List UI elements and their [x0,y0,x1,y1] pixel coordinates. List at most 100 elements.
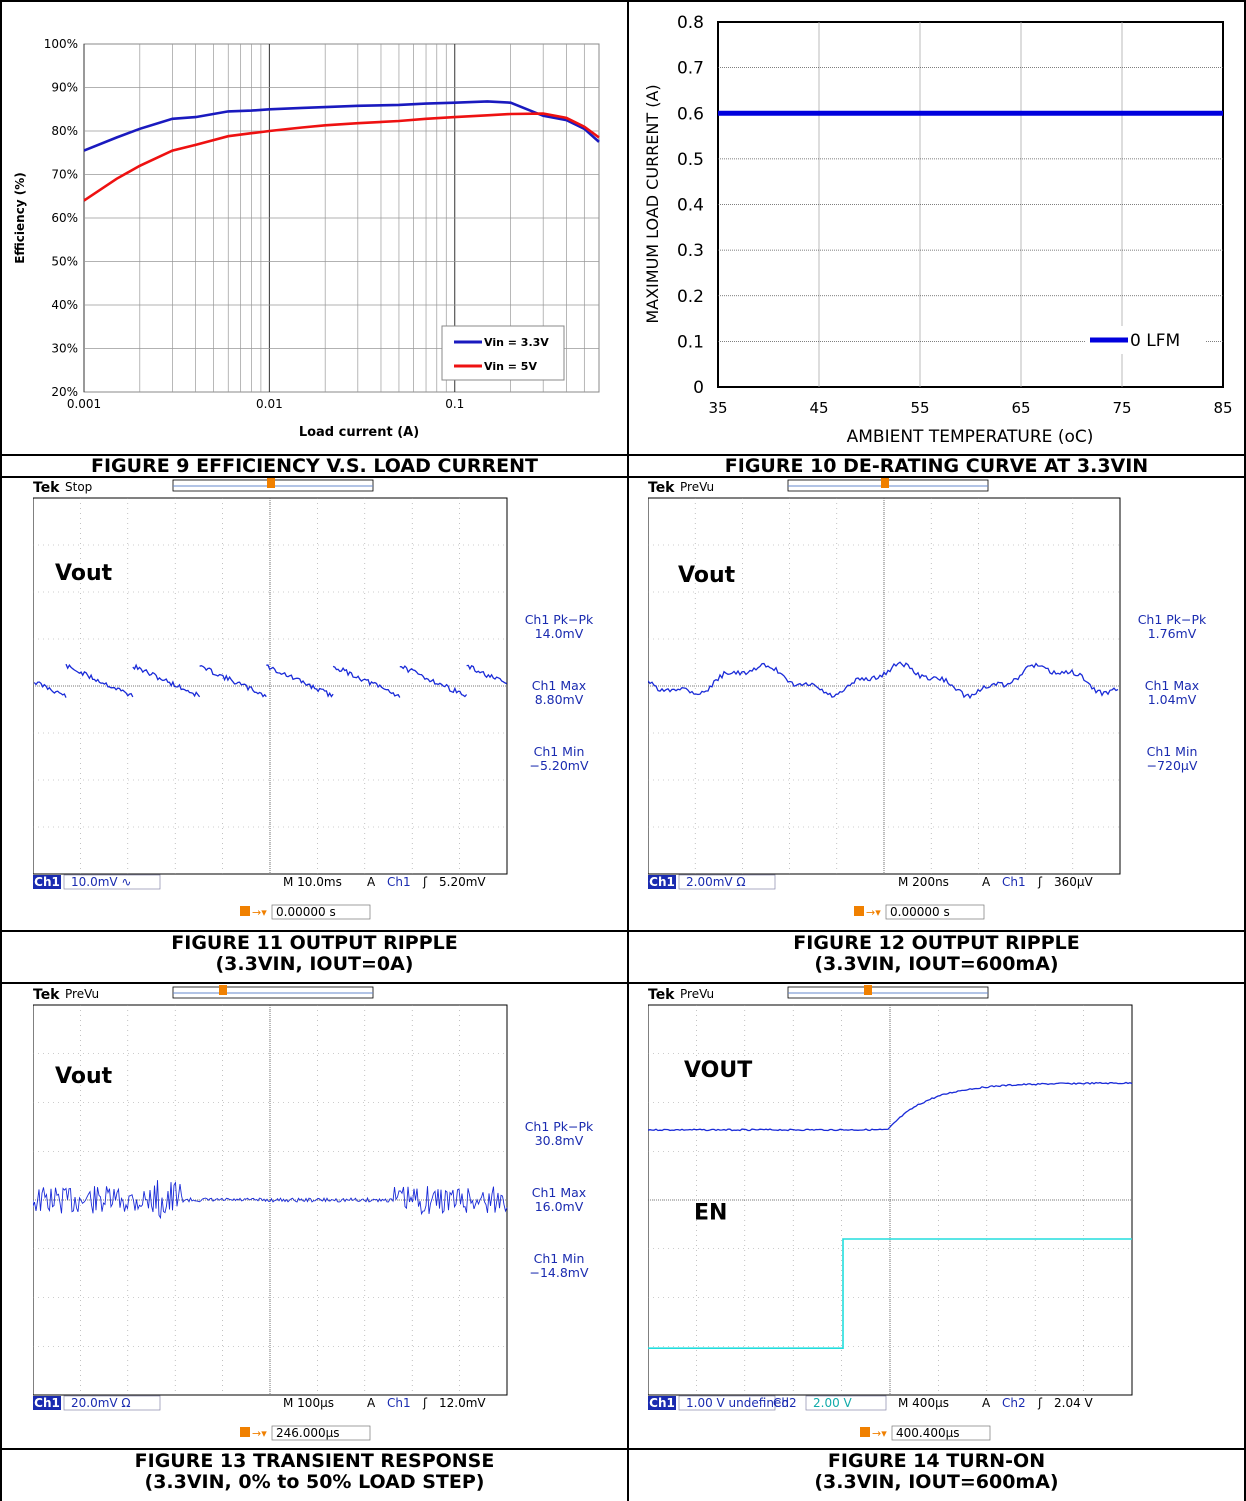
y-tick-label: 60% [51,211,78,225]
caption-fig10: FIGURE 10 DE-RATING CURVE AT 3.3VIN [724,455,1149,477]
measurement-value: 1.04mV [1148,692,1197,707]
trigger-level: 12.0mV [439,1396,486,1410]
brand-label: Tek [648,480,675,496]
ch1-scale-box [678,1395,776,1411]
x-tick-label: 0.001 [67,397,101,411]
measurement-title: Ch1 Pk−Pk [1138,612,1207,627]
x-tick-label: 35 [708,399,727,417]
trigger-pos-box [271,904,371,920]
y-tick-label: 0.7 [677,59,704,79]
y-axis-label: MAXIMUM LOAD CURRENT (A) [643,84,662,323]
trigger-marker-top [219,985,227,995]
trigger-slope-icon: ʃ [1037,1396,1043,1410]
y-tick-label: 0 [693,378,704,398]
caption-fig13: FIGURE 13 TRANSIENT RESPONSE (3.3VIN, 0%… [2,1451,627,1493]
grid-line [0,0,2,1501]
ch1-waveform [648,661,1119,700]
measurement-title: Ch1 Max [532,678,586,693]
trigger-pos-icon [240,906,250,916]
trigger-position: 0.00000 s [890,905,950,919]
trigger-slope-icon: ʃ [422,1396,428,1410]
trigger-source: Ch2 [1002,1396,1026,1410]
y-tick-label: 0.6 [677,104,704,124]
measurement-value: −14.8mV [529,1265,588,1280]
y-tick-label: 80% [51,124,78,138]
trigger-level: 5.20mV [439,875,486,889]
trigger-level: 360µV [1054,875,1094,889]
ch1-badge-label: Ch1 [649,875,675,889]
grid-line [0,0,1246,2]
trace-label-vout: VOUT [684,1058,752,1083]
trigger-slope-icon: ʃ [422,875,428,889]
y-tick-label: 0.8 [677,13,704,33]
measurement-value: −5.20mV [529,758,588,773]
caption-fig12-line1: FIGURE 12 OUTPUT RIPPLE [793,932,1080,954]
ch1-waveform [33,663,507,698]
ch1-badge [648,875,676,889]
x-tick-label: 65 [1011,399,1030,417]
ch1-badge-label: Ch1 [649,1396,675,1410]
legend-label-0lfm: 0 LFM [1130,331,1180,351]
brand-label: Tek [648,987,675,1003]
efficiency-chart: 20% 30% 40% 50% 60% 70% 80% 90% 100% 0.001 0.01 0.1… [13,37,600,440]
trigger-pos-box [891,1425,991,1441]
x-tick-label: 0.1 [445,397,464,411]
ch1-scale: 2.00mV Ω [686,875,746,889]
legend-label-vin33: Vin = 3.3V [484,336,549,349]
grid-line [627,0,629,1501]
ch1-badge [648,1396,676,1410]
timebase: M 100µs [283,1396,334,1410]
caption-fig13-line2: (3.3VIN, 0% to 50% LOAD STEP) [144,1471,485,1493]
measurement-value: 8.80mV [535,692,584,707]
y-tick-label: 0.2 [677,287,704,307]
legend-box [441,325,565,381]
measurement-title: Ch1 Max [1145,678,1199,693]
legend: 0 LFM [1085,326,1205,354]
scope-fig14: TekPreVuT1VOUTCh11.00 V undefined2ENCh22… [648,985,1244,1447]
caption-fig14-line2: (3.3VIN, IOUT=600mA) [814,1471,1059,1493]
grid-line [0,930,1246,932]
caption-fig9: FIGURE 9 EFFICIENCY V.S. LOAD CURRENT [91,455,538,477]
caption-fig14: FIGURE 14 TURN-ON (3.3VIN, IOUT=600mA) [629,1451,1244,1493]
trigger-source: Ch1 [1002,875,1026,889]
caption-fig11: FIGURE 11 OUTPUT RIPPLE (3.3VIN, IOUT=0A… [2,933,627,975]
caption-fig11-line2: (3.3VIN, IOUT=0A) [215,953,414,975]
measurement-title: Ch1 Pk−Pk [525,612,594,627]
trigger-pos-box [271,1425,371,1441]
ch1-scale: 1.00 V undefined [686,1396,789,1410]
grid-line [1244,0,1246,1501]
y-tick-label: 50% [51,255,78,269]
x-tick-label: 85 [1213,399,1232,417]
y-axis-label: Efficiency (%) [13,172,27,264]
measurement-value: −720µV [1147,758,1198,773]
derating-chart: 0 0.1 0.2 0.3 0.4 0.5 0.6 0.7 0.8 35 45 55 65 75 85 AM… [643,13,1233,447]
trigger-source: Ch1 [387,875,411,889]
brand-label: Tek [33,480,60,496]
y-tick-label: 70% [51,168,78,182]
trigger-marker-top [267,478,275,488]
ch2-scale: 2.00 V [813,1396,853,1410]
trigger-pos-arrow: →▾ [252,906,267,919]
measurement-title: Ch1 Max [532,1185,586,1200]
measurement-value: 30.8mV [535,1133,584,1148]
trigger-mode: A [982,1396,991,1410]
grid-line [0,476,1246,478]
legend: Vin = 3.3V Vin = 5V [441,325,565,381]
acq-status: Stop [65,480,92,494]
x-tick-label: 0.01 [256,397,283,411]
ch2-label: Ch2 [773,1396,797,1410]
ch1-badge-label: Ch1 [34,1396,60,1410]
ch1-badge-label: Ch1 [34,875,60,889]
grid-line [0,454,1246,456]
trigger-pos-arrow: →▾ [872,1427,887,1440]
trigger-pos-arrow: →▾ [866,906,881,919]
trigger-slope-icon: ʃ [1037,875,1043,889]
acq-status: PreVu [680,987,714,1001]
trigger-mode: A [367,1396,376,1410]
measurement-title: Ch1 Pk−Pk [525,1119,594,1134]
trace-label-vout: Vout [55,561,113,586]
x-tick-label: 75 [1112,399,1131,417]
caption-fig12: FIGURE 12 OUTPUT RIPPLE (3.3VIN, IOUT=60… [629,933,1244,975]
